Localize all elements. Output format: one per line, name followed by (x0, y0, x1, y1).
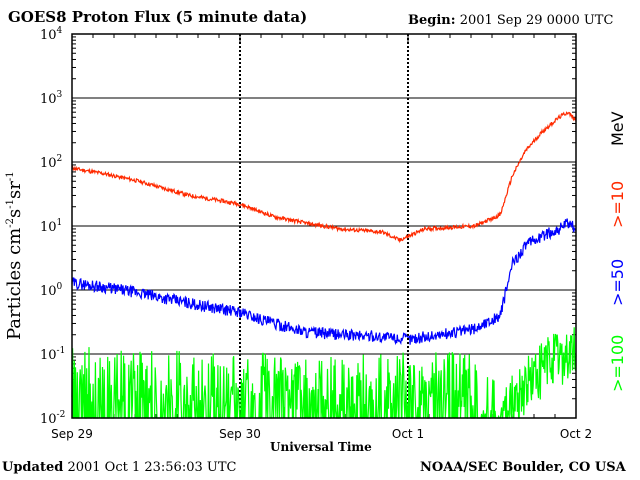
series-line-ge50 (71, 218, 577, 346)
plot-frame (71, 33, 577, 419)
y-tick-label: 104 (40, 26, 63, 43)
y-tick-label: 103 (40, 90, 63, 107)
y-tick-label: 100 (40, 282, 63, 299)
updated-label: Updated (2, 460, 64, 475)
series-line-ge100 (71, 327, 577, 419)
x-tick-label: Oct 1 (392, 427, 424, 441)
chart-title: GOES8 Proton Flux (5 minute data) (8, 8, 308, 26)
x-tick-label: Sep 29 (51, 427, 93, 441)
unit-mev-label: MeV (608, 111, 627, 146)
credit-text: NOAA/SEC Boulder, CO USA (420, 460, 626, 475)
updated-value: 2001 Oct 1 23:56:03 UTC (67, 460, 237, 475)
begin-value: 2001 Sep 29 0000 UTC (459, 13, 614, 28)
y-tick-label: 10-2 (40, 410, 65, 427)
updated-timestamp: Updated 2001 Oct 1 23:56:03 UTC (2, 461, 236, 474)
x-tick-label: Oct 2 (560, 427, 592, 441)
y-tick-label: 102 (40, 154, 62, 171)
legend-ge10: >=10 (608, 180, 627, 228)
y-tick-label: 101 (40, 218, 62, 235)
series-line-ge10 (71, 111, 577, 244)
legend-ge100: >=100 (608, 334, 627, 392)
begin-label: Begin: (408, 13, 456, 28)
begin-timestamp: Begin: 2001 Sep 29 0000 UTC (408, 14, 613, 27)
x-tick-label: Sep 30 (219, 427, 261, 441)
x-axis-label: Universal Time (270, 440, 372, 454)
legend-ge50: >=50 (608, 258, 627, 306)
y-tick-label: 10-1 (40, 346, 65, 363)
